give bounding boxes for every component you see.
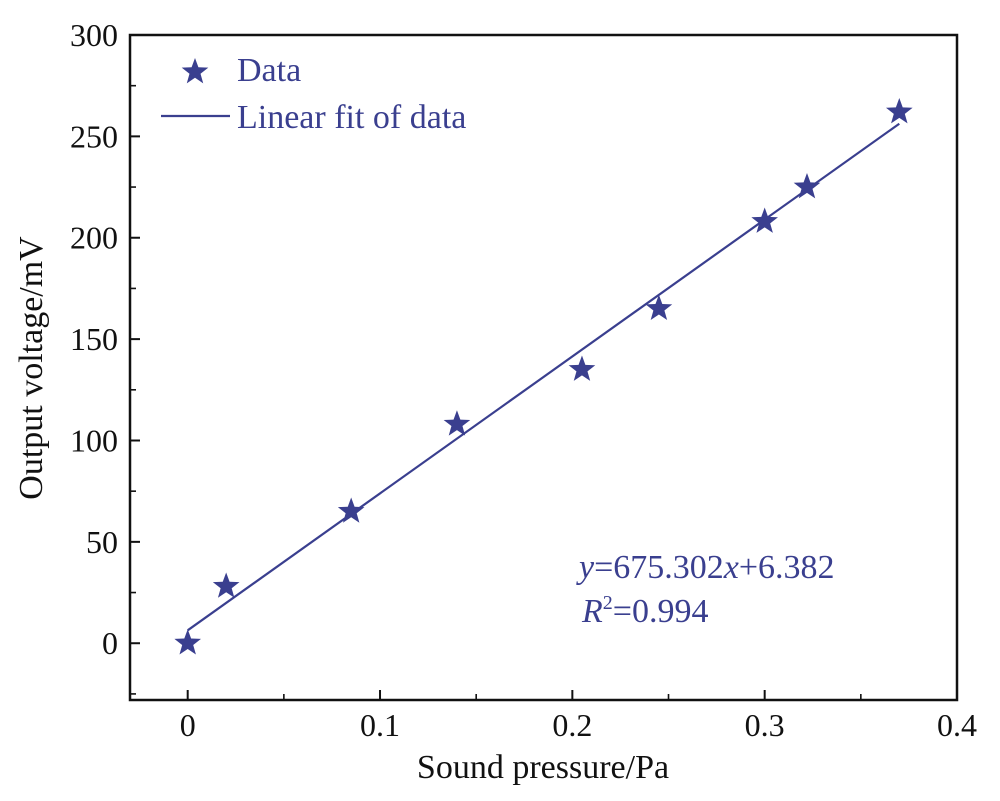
r-superscript: 2: [603, 592, 613, 614]
fit-line: [187, 122, 900, 632]
data-point-star: [793, 173, 821, 199]
data-point-star: [885, 98, 913, 124]
r-squared-annotation: R2=0.994: [581, 592, 708, 630]
data-point-star: [443, 410, 471, 436]
legend: Data Linear fit of data: [161, 52, 466, 136]
y-tick-label: 200: [70, 220, 118, 256]
data-points: [174, 98, 913, 655]
x-tick-labels: 0 0.1 0.2 0.3 0.4: [180, 707, 977, 743]
x-tick-label: 0: [180, 707, 196, 743]
y-tick-label: 50: [86, 524, 118, 560]
eq-x-var: x: [723, 549, 739, 586]
data-point-star: [751, 207, 778, 233]
y-tick-label: 100: [70, 422, 118, 458]
eq-y-var: y: [576, 549, 595, 586]
data-point-star: [174, 629, 202, 655]
legend-label-fit: Linear fit of data: [237, 99, 466, 136]
r-value: =0.994: [613, 593, 709, 630]
data-point-star: [568, 355, 596, 381]
y-tick-label: 250: [70, 118, 118, 154]
plot-frame: [128, 33, 959, 702]
data-point-star: [212, 572, 240, 598]
x-tick-label: 0.3: [745, 707, 785, 743]
data-point-star: [645, 294, 673, 321]
legend-label-data: Data: [237, 52, 301, 89]
y-tick-label: 150: [70, 321, 118, 357]
x-axis-title: Sound pressure/Pa: [417, 749, 669, 786]
eq-part-1: =675.302: [594, 549, 724, 586]
y-tick-labels: 0 50 100 150 200 250 300: [70, 17, 118, 661]
x-tick-label: 0.4: [937, 707, 977, 743]
y-tick-label: 0: [102, 625, 118, 661]
eq-part-2: +6.382: [739, 549, 835, 586]
legend-star-icon: [181, 58, 209, 84]
y-tick-label: 300: [70, 17, 118, 53]
data-point-star: [337, 497, 365, 523]
minor-ticks: [130, 84, 862, 700]
y-axis-title: Output voltage/mV: [13, 236, 50, 500]
equation-annotation: y=675.302x+6.382: [576, 549, 835, 586]
x-tick-label: 0.1: [360, 707, 400, 743]
r-var: R: [581, 593, 603, 630]
x-tick-label: 0.2: [552, 707, 592, 743]
